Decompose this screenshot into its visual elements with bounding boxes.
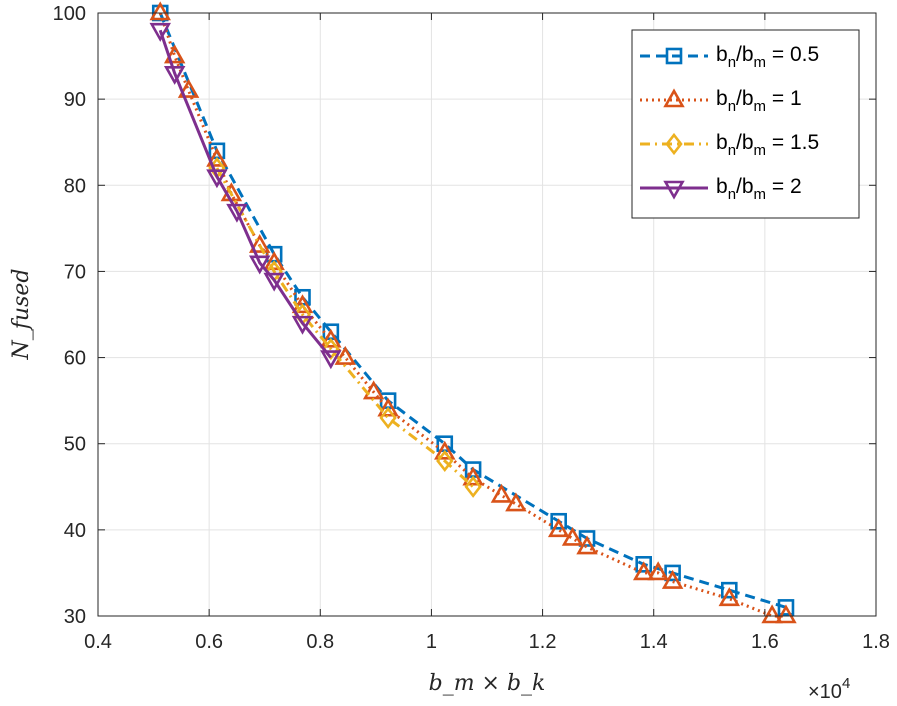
data-point [434, 440, 456, 460]
x-tick-label: 1.4 [640, 631, 668, 653]
data-point [206, 147, 228, 167]
legend-entry-4: bn/bm = 2 [640, 175, 802, 203]
data-point [248, 255, 271, 275]
tick-labels: 0.4 0.6 0.8 1 1.2 1.4 1.6 1.8 30 40 50 60 70 80 90 100 [53, 3, 890, 653]
data-point [561, 526, 584, 546]
data-point [550, 512, 567, 530]
legend: bn/bm = 0.5 bn/bm = 1 bn/bm = 1.5 bn/bm = 2 [631, 29, 860, 219]
data-point [720, 581, 738, 599]
data-point [632, 561, 655, 581]
data-point [291, 294, 314, 314]
series-line [215, 167, 475, 488]
data-point [248, 233, 271, 253]
y-tick-label: 90 [64, 89, 86, 111]
x-exponent-power: 4 [842, 675, 850, 692]
data-point [377, 397, 399, 417]
series-line [158, 12, 786, 618]
legend-marker [663, 88, 685, 108]
y-tick-label: 70 [64, 261, 86, 283]
y-tick-label: 30 [64, 606, 86, 628]
series-4 [149, 22, 342, 370]
legend-entry-1: bn/bm = 0.5 [640, 43, 819, 71]
data-point [547, 518, 570, 538]
legend-label: bn/bm = 0.5 [716, 43, 819, 71]
data-point [149, 1, 171, 21]
ticks [97, 12, 877, 617]
y-tick-label: 80 [64, 175, 86, 197]
x-tick-label: 1.2 [529, 631, 557, 653]
data-point [291, 315, 314, 335]
legend-marker [663, 180, 685, 200]
data-point [322, 337, 340, 361]
data-point [379, 406, 397, 429]
data-point [464, 475, 482, 498]
x-tick-label: 1.8 [862, 631, 890, 653]
data-point [149, 22, 171, 42]
data-point [226, 203, 248, 223]
x-tick-label: 1 [426, 631, 437, 653]
data-point [777, 599, 795, 616]
data-point [163, 66, 186, 85]
data-point [320, 350, 342, 370]
data-point [576, 535, 598, 555]
data-point [362, 380, 385, 400]
legend-entry-2: bn/bm = 1 [640, 87, 802, 115]
y-tick-label: 60 [64, 348, 86, 370]
legend-label: bn/bm = 1 [716, 87, 802, 115]
x-tick-label: 0.8 [306, 631, 334, 653]
y-axis-label: N_fused [9, 269, 34, 361]
y-tick-label: 100 [53, 3, 86, 25]
legend-marker [665, 132, 683, 156]
data-point [163, 44, 186, 64]
x-exponent: ×104 [808, 675, 850, 703]
data-point [263, 272, 285, 292]
legend-entry-3: bn/bm = 1.5 [640, 131, 819, 159]
x-tick-label: 1.6 [751, 631, 779, 653]
data-point [775, 604, 797, 624]
data-point [490, 483, 513, 503]
plot-frame [97, 12, 877, 617]
data-point [206, 169, 228, 189]
y-tick-label: 50 [64, 434, 86, 456]
x-exponent-base: ×10 [808, 681, 842, 703]
data-point [462, 466, 484, 486]
legend-label: bn/bm = 2 [716, 175, 802, 203]
data-point [334, 345, 357, 365]
data-point [436, 449, 454, 473]
data-point [761, 604, 783, 624]
x-tick-label: 0.4 [84, 631, 112, 653]
y-tick-label: 40 [64, 520, 86, 542]
data-point [320, 328, 342, 348]
data-point [635, 556, 653, 573]
x-axis-label: b_m × b_k [429, 671, 546, 696]
x-tick-label: 0.6 [195, 631, 223, 653]
data-point [664, 564, 681, 582]
data-point [661, 569, 684, 589]
legend-marker [665, 47, 683, 65]
legend-label: bn/bm = 1.5 [716, 131, 819, 159]
data-point [505, 492, 527, 512]
data-point [177, 78, 200, 98]
data-point [647, 561, 669, 581]
data-point [718, 587, 741, 607]
series-layer [149, 1, 797, 624]
